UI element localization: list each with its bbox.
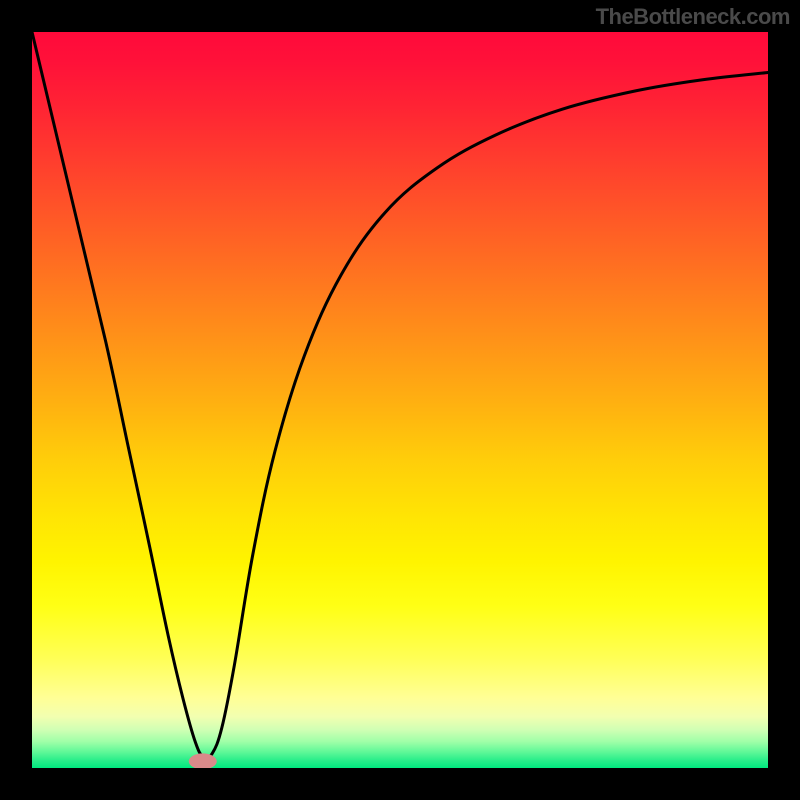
bottleneck-chart: TheBottleneck.com xyxy=(0,0,800,800)
chart-background xyxy=(32,32,768,768)
chart-svg xyxy=(0,0,800,800)
optimal-point-marker xyxy=(189,753,217,769)
watermark-text: TheBottleneck.com xyxy=(596,4,790,30)
